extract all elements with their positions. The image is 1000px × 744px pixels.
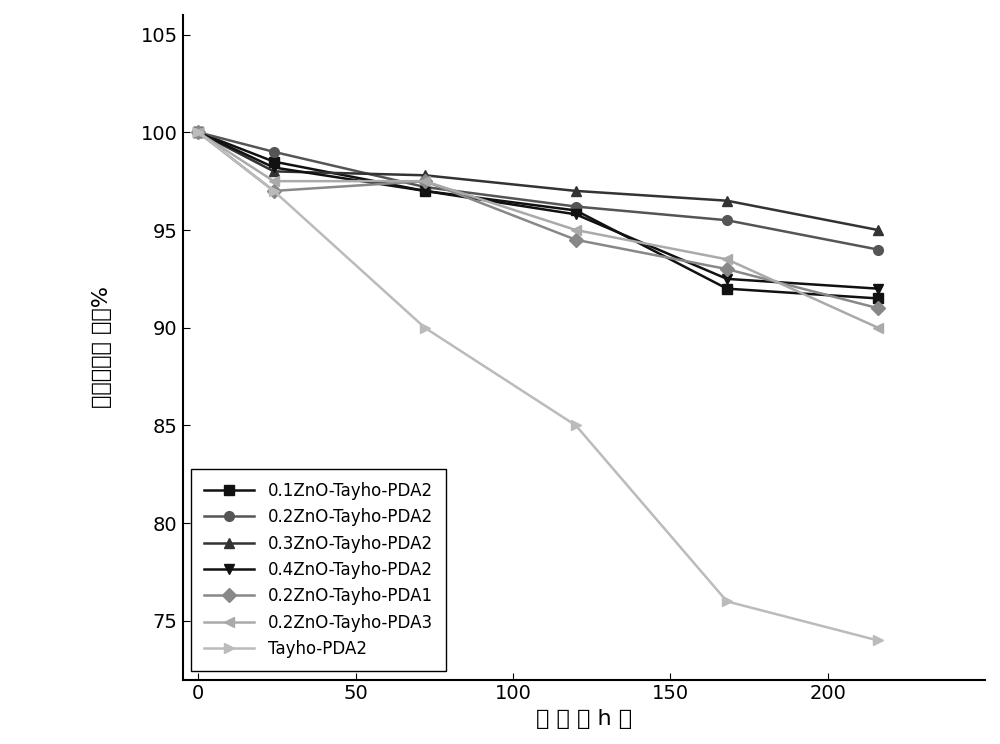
0.2ZnO-Tayho-PDA3 bbox=[570, 225, 582, 234]
Line: 0.4ZnO-Tayho-PDA2: 0.4ZnO-Tayho-PDA2 bbox=[193, 127, 883, 294]
Line: 0.2ZnO-Tayho-PDA1: 0.2ZnO-Tayho-PDA1 bbox=[193, 127, 883, 313]
0.2ZnO-Tayho-PDA1 bbox=[268, 187, 280, 196]
0.2ZnO-Tayho-PDA3 bbox=[192, 128, 204, 137]
Line: Tayho-PDA2: Tayho-PDA2 bbox=[193, 127, 883, 645]
0.4ZnO-Tayho-PDA2 bbox=[268, 163, 280, 172]
0.3ZnO-Tayho-PDA2 bbox=[721, 196, 733, 205]
Tayho-PDA2 bbox=[268, 187, 280, 196]
0.3ZnO-Tayho-PDA2 bbox=[872, 225, 884, 234]
0.2ZnO-Tayho-PDA2 bbox=[570, 202, 582, 211]
0.2ZnO-Tayho-PDA1 bbox=[872, 304, 884, 312]
0.2ZnO-Tayho-PDA2 bbox=[872, 245, 884, 254]
0.2ZnO-Tayho-PDA2 bbox=[192, 128, 204, 137]
Tayho-PDA2 bbox=[721, 597, 733, 606]
0.3ZnO-Tayho-PDA2 bbox=[419, 171, 431, 180]
0.2ZnO-Tayho-PDA1 bbox=[419, 176, 431, 185]
Tayho-PDA2 bbox=[192, 128, 204, 137]
0.1ZnO-Tayho-PDA2 bbox=[419, 187, 431, 196]
0.2ZnO-Tayho-PDA1 bbox=[192, 128, 204, 137]
0.1ZnO-Tayho-PDA2 bbox=[721, 284, 733, 293]
Text: 拉伸强度保 持率%: 拉伸强度保 持率% bbox=[92, 286, 112, 408]
0.2ZnO-Tayho-PDA2 bbox=[419, 182, 431, 191]
Tayho-PDA2 bbox=[419, 324, 431, 333]
0.4ZnO-Tayho-PDA2 bbox=[192, 128, 204, 137]
Line: 0.2ZnO-Tayho-PDA3: 0.2ZnO-Tayho-PDA3 bbox=[193, 127, 883, 333]
0.1ZnO-Tayho-PDA2 bbox=[192, 128, 204, 137]
0.2ZnO-Tayho-PDA1 bbox=[721, 265, 733, 274]
0.4ZnO-Tayho-PDA2 bbox=[570, 210, 582, 219]
0.1ZnO-Tayho-PDA2 bbox=[872, 294, 884, 303]
0.2ZnO-Tayho-PDA3 bbox=[872, 324, 884, 333]
0.1ZnO-Tayho-PDA2 bbox=[268, 157, 280, 166]
0.3ZnO-Tayho-PDA2 bbox=[570, 187, 582, 196]
0.4ZnO-Tayho-PDA2 bbox=[872, 284, 884, 293]
Line: 0.2ZnO-Tayho-PDA2: 0.2ZnO-Tayho-PDA2 bbox=[193, 127, 883, 254]
Legend: 0.1ZnO-Tayho-PDA2, 0.2ZnO-Tayho-PDA2, 0.3ZnO-Tayho-PDA2, 0.4ZnO-Tayho-PDA2, 0.2Z: 0.1ZnO-Tayho-PDA2, 0.2ZnO-Tayho-PDA2, 0.… bbox=[191, 469, 446, 671]
0.3ZnO-Tayho-PDA2 bbox=[268, 167, 280, 176]
0.2ZnO-Tayho-PDA3 bbox=[721, 255, 733, 264]
X-axis label: 时 间 （ h ）: 时 间 （ h ） bbox=[536, 709, 632, 729]
0.2ZnO-Tayho-PDA3 bbox=[268, 176, 280, 185]
Line: 0.1ZnO-Tayho-PDA2: 0.1ZnO-Tayho-PDA2 bbox=[193, 127, 883, 304]
0.4ZnO-Tayho-PDA2 bbox=[419, 187, 431, 196]
0.2ZnO-Tayho-PDA2 bbox=[268, 147, 280, 156]
0.3ZnO-Tayho-PDA2 bbox=[192, 128, 204, 137]
Tayho-PDA2 bbox=[872, 636, 884, 645]
0.2ZnO-Tayho-PDA3 bbox=[419, 176, 431, 185]
0.2ZnO-Tayho-PDA1 bbox=[570, 235, 582, 244]
0.2ZnO-Tayho-PDA2 bbox=[721, 216, 733, 225]
Line: 0.3ZnO-Tayho-PDA2: 0.3ZnO-Tayho-PDA2 bbox=[193, 127, 883, 235]
0.4ZnO-Tayho-PDA2 bbox=[721, 275, 733, 283]
0.1ZnO-Tayho-PDA2 bbox=[570, 206, 582, 215]
Tayho-PDA2 bbox=[570, 421, 582, 430]
